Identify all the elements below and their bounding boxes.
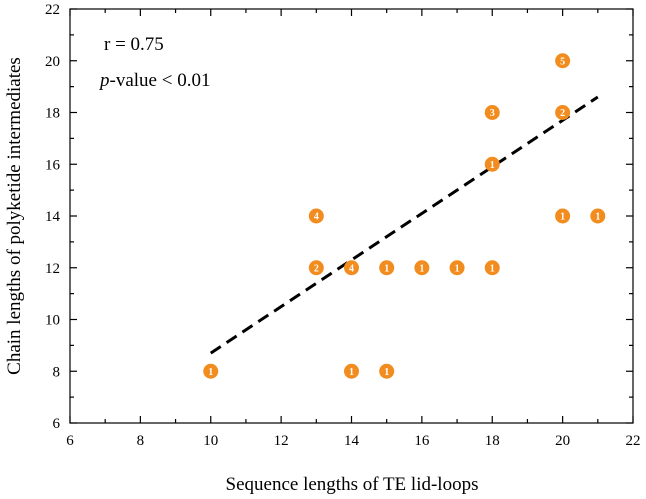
data-point-count: 1 — [349, 367, 354, 378]
data-point: 1 — [484, 156, 500, 172]
data-point: 3 — [484, 105, 500, 120]
data-point: 2 — [555, 105, 571, 120]
y-tick-label: 18 — [45, 106, 60, 122]
trend-line — [209, 95, 599, 355]
data-point-count: 2 — [560, 108, 565, 119]
y-tick-label: 16 — [45, 157, 61, 173]
data-point-count: 3 — [490, 108, 495, 119]
data-points: 1 4 2 4 1 1 1 1 1 3 1 1 5 2 1 1 — [203, 53, 606, 379]
data-point-marker — [555, 53, 571, 69]
data-point-count: 5 — [560, 56, 565, 67]
y-tick-label: 10 — [45, 313, 60, 329]
data-point-count: 1 — [560, 212, 565, 223]
plot-frame — [69, 8, 634, 424]
data-point-marker — [308, 260, 324, 276]
x-tick-label: 18 — [485, 433, 500, 449]
data-point: 1 — [414, 260, 430, 276]
data-point: 4 — [308, 208, 324, 224]
data-point: 5 — [555, 53, 571, 69]
data-point-marker — [484, 105, 500, 120]
x-tick-label: 16 — [414, 433, 430, 449]
data-point-marker — [203, 363, 219, 379]
data-point-count: 4 — [349, 263, 354, 274]
y-tick-label: 12 — [45, 261, 60, 277]
correlation-annotation: r = 0.75 — [104, 34, 164, 55]
data-point: 1 — [484, 260, 500, 276]
data-point-marker — [379, 260, 395, 276]
data-point: 1 — [449, 260, 465, 276]
data-point-marker — [590, 208, 606, 224]
data-point-marker — [344, 260, 359, 276]
data-point: 4 — [344, 260, 359, 276]
x-axis-title: Sequence lengths of TE lid-loops — [226, 474, 479, 495]
data-point-count: 1 — [595, 212, 600, 223]
y-tick-label: 22 — [45, 2, 60, 18]
data-point: 1 — [555, 208, 571, 224]
x-tick-label: 12 — [274, 433, 289, 449]
data-point: 1 — [590, 208, 606, 224]
data-point-count: 4 — [314, 212, 319, 223]
y-tick-label: 20 — [45, 54, 60, 70]
data-point-count: 1 — [384, 367, 389, 378]
data-point-count: 1 — [208, 367, 213, 378]
x-tick-labels: 6 8 10 12 14 16 18 20 22 — [66, 433, 640, 449]
x-tick-label: 6 — [66, 433, 74, 449]
data-point-marker — [344, 363, 359, 379]
data-point-marker — [484, 260, 500, 276]
data-point-count: 1 — [490, 263, 495, 274]
data-point-marker — [449, 260, 465, 276]
x-tick-label: 8 — [137, 433, 145, 449]
y-axis-title: Chain lengths of polyketide intermediate… — [4, 57, 25, 375]
data-point-count: 2 — [314, 263, 319, 274]
data-point: 1 — [379, 260, 395, 276]
x-tick-label: 22 — [626, 433, 641, 449]
x-tick-label: 20 — [555, 433, 570, 449]
data-point-count: 1 — [455, 263, 460, 274]
data-point-marker — [484, 156, 500, 172]
data-point-count: 1 — [384, 263, 389, 274]
y-tick-labels: 6 8 10 12 14 16 18 20 22 — [45, 2, 61, 432]
data-point-count: 1 — [419, 263, 424, 274]
p-value-annotation: p-value < 0.01 — [98, 70, 210, 91]
y-tick-label: 14 — [45, 209, 61, 225]
data-point: 1 — [344, 363, 359, 379]
data-point-count: 1 — [490, 160, 495, 171]
data-point-marker — [555, 105, 571, 120]
data-point: 1 — [379, 363, 395, 379]
y-tick-label: 6 — [53, 416, 61, 432]
data-point: 2 — [308, 260, 324, 276]
x-tick-label: 10 — [203, 433, 218, 449]
data-point-marker — [555, 208, 571, 224]
data-point-marker — [308, 208, 324, 224]
p-value-rest: -value < 0.01 — [110, 70, 211, 91]
tick-marks — [69, 8, 634, 424]
x-tick-label: 14 — [344, 433, 360, 449]
p-value-italic: p — [98, 70, 110, 91]
data-point-marker — [379, 363, 395, 379]
data-point-marker — [414, 260, 430, 276]
data-point: 1 — [203, 363, 219, 379]
y-tick-label: 8 — [53, 364, 61, 380]
